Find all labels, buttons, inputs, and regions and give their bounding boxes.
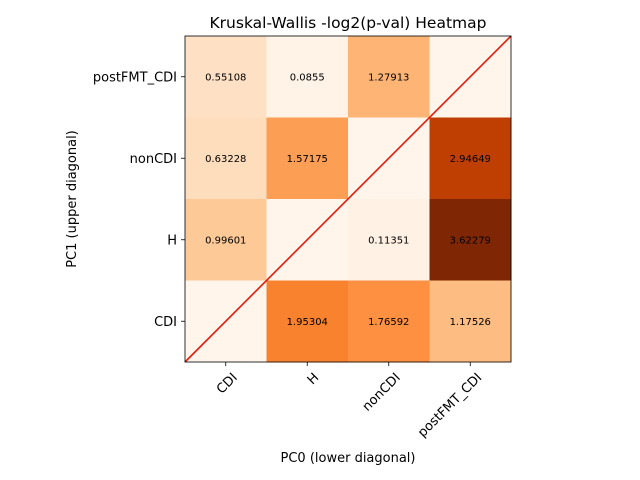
cell-value-label: 0.11351 <box>368 235 409 246</box>
x-tick-label-postfmt-cdi: postFMT_CDI <box>415 370 485 440</box>
cell-value-label: 3.62279 <box>450 235 491 246</box>
cell-value-label: 1.95304 <box>287 317 328 328</box>
heatmap-cell-noncdi-postfmt-cdi <box>429 117 512 200</box>
diagonal-line <box>184 35 512 363</box>
y-axis-ticks: postFMT_CDI nonCDI H CDI <box>93 70 185 330</box>
heatmap-cell-h-cdi <box>185 199 267 281</box>
y-tick-label-h: H <box>167 233 177 248</box>
cell-value-label: 1.27913 <box>368 72 409 83</box>
heatmap-cell-labels: 0.55108 0.0855 1.27913 0.63228 1.57175 2.9464… <box>205 72 491 328</box>
x-tick-label-noncdi: nonCDI <box>360 370 404 414</box>
cell-value-label: 2.94649 <box>450 154 491 165</box>
y-tick-label-postfmt-cdi: postFMT_CDI <box>93 70 177 85</box>
y-tick-label-noncdi: nonCDI <box>130 152 177 167</box>
x-tick-label-cdi: CDI <box>214 370 241 397</box>
heatmap-cell-noncdi-cdi <box>185 117 267 200</box>
heatmap-cell-cdi-noncdi <box>348 280 430 363</box>
heatmap-cell-cdi-postfmt-cdi <box>429 280 512 363</box>
x-axis-label: PC0 (lower diagonal) <box>281 451 416 466</box>
heatmap-cell-noncdi-h <box>266 117 349 200</box>
cell-value-label: 1.17526 <box>450 317 491 328</box>
heatmap-cell-postfmt-cdi-cdi <box>185 36 267 118</box>
cell-value-label: 1.57175 <box>287 154 328 165</box>
chart-title: Kruskal-Wallis -log2(p-val) Heatmap <box>210 14 487 32</box>
y-axis-label: PC1 (upper diagonal) <box>65 130 80 268</box>
heatmap-cell-postfmt-cdi-h <box>266 36 349 118</box>
heatmap-cell-cdi-h <box>266 280 349 363</box>
cell-value-label: 0.55108 <box>205 72 246 83</box>
cell-value-label: 0.99601 <box>205 235 246 246</box>
y-tick-label-cdi: CDI <box>154 315 177 330</box>
cell-value-label: 1.76592 <box>368 317 409 328</box>
heatmap-cell-postfmt-cdi-noncdi <box>348 36 430 118</box>
x-tick-label-h: H <box>305 370 323 388</box>
cell-value-label: 0.63228 <box>205 154 246 165</box>
heatmap-cell-h-noncdi <box>348 199 430 281</box>
plot-frame <box>184 35 512 363</box>
cell-value-label: 0.0855 <box>290 72 325 83</box>
heatmap-cell-h-postfmt-cdi <box>429 199 512 281</box>
